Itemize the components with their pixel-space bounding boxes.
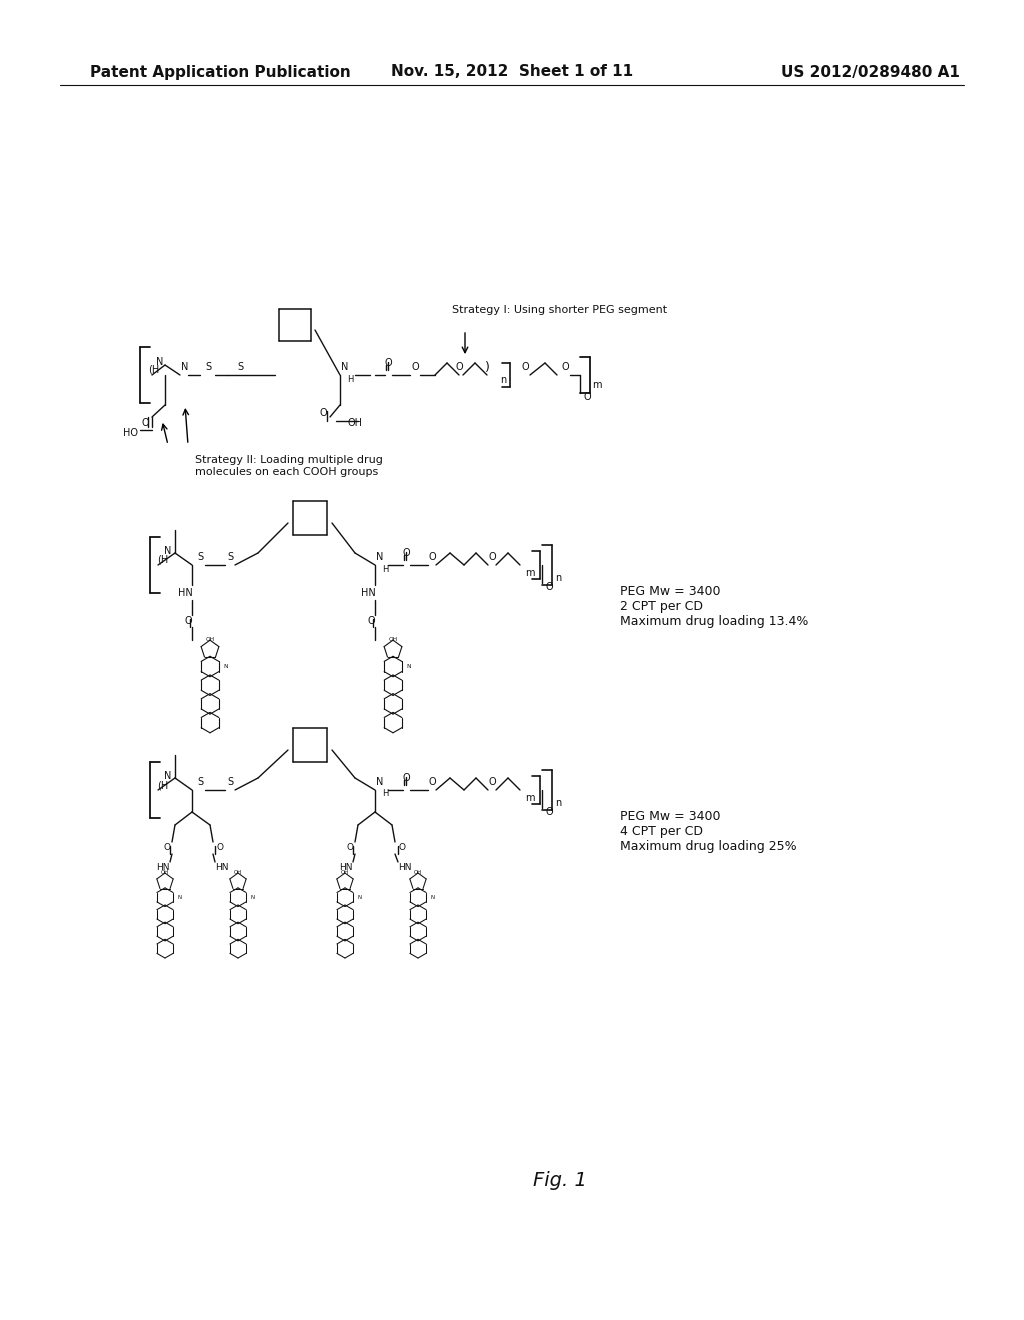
Text: (H: (H	[148, 366, 160, 375]
Text: N: N	[407, 664, 411, 669]
Text: m: m	[525, 568, 535, 578]
Text: S: S	[197, 777, 203, 787]
Text: O: O	[346, 843, 353, 853]
Text: O: O	[545, 807, 553, 817]
Text: S: S	[205, 362, 211, 372]
Text: H: H	[347, 375, 353, 384]
Text: O: O	[428, 777, 436, 787]
Text: OH: OH	[341, 870, 349, 875]
Text: HN: HN	[398, 863, 412, 873]
Text: m: m	[592, 380, 602, 389]
Text: O: O	[216, 843, 223, 853]
Text: N: N	[430, 895, 434, 900]
Text: O: O	[545, 582, 553, 591]
Text: N: N	[157, 356, 164, 367]
Text: HN: HN	[215, 863, 228, 873]
Text: O: O	[164, 843, 171, 853]
Text: (H: (H	[157, 554, 168, 565]
Text: O: O	[384, 358, 392, 368]
Text: OH: OH	[161, 870, 169, 875]
Text: US 2012/0289480 A1: US 2012/0289480 A1	[781, 65, 961, 79]
Text: O: O	[402, 774, 410, 783]
Text: O: O	[584, 392, 591, 403]
Text: H: H	[382, 565, 388, 573]
Text: O: O	[521, 362, 528, 372]
Text: O: O	[402, 548, 410, 558]
Text: Patent Application Publication: Patent Application Publication	[90, 65, 351, 79]
Text: O: O	[368, 616, 375, 626]
Text: S: S	[227, 777, 233, 787]
Text: Fig. 1: Fig. 1	[534, 1171, 587, 1189]
Text: m: m	[525, 793, 535, 803]
Text: O: O	[319, 408, 327, 418]
Text: N: N	[164, 771, 172, 781]
Text: PEG Mw = 3400
2 CPT per CD
Maximum drug loading 13.4%: PEG Mw = 3400 2 CPT per CD Maximum drug …	[620, 585, 808, 628]
Text: N: N	[341, 362, 349, 372]
Text: Strategy II: Loading multiple drug
molecules on each COOH groups: Strategy II: Loading multiple drug molec…	[195, 455, 383, 477]
Text: N: N	[376, 777, 384, 787]
Text: HN: HN	[360, 587, 376, 598]
Text: N: N	[223, 664, 227, 669]
Text: N: N	[376, 552, 384, 562]
Text: n: n	[500, 375, 506, 385]
Text: O: O	[488, 552, 496, 562]
Text: PEG Mw = 3400
4 CPT per CD
Maximum drug loading 25%: PEG Mw = 3400 4 CPT per CD Maximum drug …	[620, 810, 797, 853]
Text: OH: OH	[414, 870, 422, 875]
Text: (H: (H	[157, 780, 168, 789]
Text: n: n	[555, 799, 561, 808]
Text: HO: HO	[123, 428, 138, 438]
Text: OH: OH	[347, 418, 362, 428]
Text: HN: HN	[177, 587, 193, 598]
Text: HN: HN	[157, 863, 170, 873]
Text: Strategy I: Using shorter PEG segment: Strategy I: Using shorter PEG segment	[453, 305, 668, 315]
Text: S: S	[197, 552, 203, 562]
Text: O: O	[456, 362, 463, 372]
Text: OH: OH	[233, 870, 242, 875]
Text: O: O	[488, 777, 496, 787]
Text: H: H	[382, 789, 388, 799]
Text: S: S	[227, 552, 233, 562]
Text: n: n	[555, 573, 561, 583]
Text: N: N	[181, 362, 188, 372]
Text: HN: HN	[339, 863, 352, 873]
Text: N: N	[164, 546, 172, 556]
Text: ): )	[484, 362, 489, 375]
Text: O: O	[428, 552, 436, 562]
Text: O: O	[412, 362, 419, 372]
Text: O: O	[141, 418, 148, 428]
Text: O: O	[561, 362, 568, 372]
Text: S: S	[237, 362, 243, 372]
Text: O: O	[184, 616, 191, 626]
Text: O: O	[398, 843, 406, 853]
Text: N: N	[357, 895, 361, 900]
Text: N: N	[177, 895, 181, 900]
Text: N: N	[250, 895, 254, 900]
Text: OH: OH	[388, 636, 397, 642]
Text: Nov. 15, 2012  Sheet 1 of 11: Nov. 15, 2012 Sheet 1 of 11	[391, 65, 633, 79]
Text: OH: OH	[206, 636, 215, 642]
